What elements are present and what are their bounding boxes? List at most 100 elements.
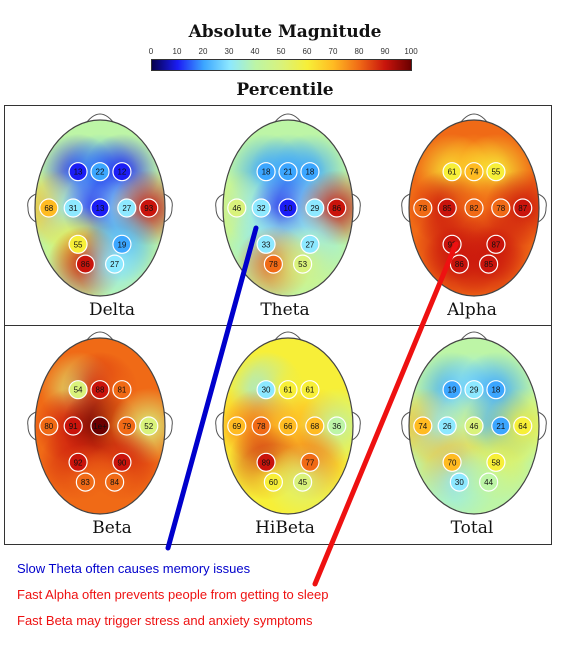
brain-map-grid bbox=[4, 105, 552, 545]
electrode-marker bbox=[68, 452, 88, 472]
electrode-marker bbox=[491, 416, 511, 436]
electrode-value: 27 bbox=[122, 204, 131, 213]
head-map-delta: 13 22 12 68 31 13 27 93 55 19 86 27 bbox=[27, 113, 173, 297]
electrode-value: 52 bbox=[144, 422, 153, 431]
head-outline bbox=[34, 337, 166, 515]
electrode-value: 26 bbox=[443, 422, 452, 431]
electrode-value: 93 bbox=[144, 204, 153, 213]
electrode-value: 78 bbox=[418, 204, 427, 213]
electrode-value: 90 bbox=[117, 458, 126, 467]
electrode-value: 81 bbox=[117, 386, 126, 395]
electrode-value: 78 bbox=[496, 204, 505, 213]
electrode-value: 86 bbox=[332, 204, 341, 213]
electrode-value: 92 bbox=[74, 458, 83, 467]
electrode-value: 85 bbox=[484, 260, 493, 269]
electrode-marker bbox=[39, 198, 59, 218]
electrode-value: 53 bbox=[298, 260, 307, 269]
electrode-marker bbox=[105, 254, 125, 274]
head-map-hibeta: 30 61 61 69 78 66 68 36 89 77 60 45 bbox=[215, 331, 361, 515]
electrode-marker bbox=[112, 380, 132, 400]
map-label-beta: Beta bbox=[92, 518, 132, 538]
electrode-value: 74 bbox=[418, 422, 427, 431]
colorbar-tick-90: 90 bbox=[380, 47, 390, 56]
electrode-marker bbox=[39, 416, 59, 436]
map-label-hibeta: HiBeta bbox=[255, 518, 315, 538]
colorbar-tick-70: 70 bbox=[328, 47, 338, 56]
electrode-value: 69 bbox=[232, 422, 241, 431]
electrode-value: 27 bbox=[305, 240, 314, 249]
electrode-marker bbox=[464, 380, 484, 400]
electrode-value: 27 bbox=[110, 260, 119, 269]
electrode-marker bbox=[278, 162, 298, 182]
electrode-value: 12 bbox=[117, 168, 126, 177]
electrode-marker bbox=[117, 416, 137, 436]
electrode-marker bbox=[513, 198, 533, 218]
electrode-marker bbox=[256, 162, 276, 182]
electrode-value: 78 bbox=[269, 260, 278, 269]
right-ear bbox=[537, 193, 547, 223]
electrode-value: 32 bbox=[257, 204, 266, 213]
electrode-value: 44 bbox=[484, 478, 493, 487]
electrode-marker bbox=[486, 162, 506, 182]
colorbar-tick-100: 100 bbox=[404, 47, 418, 56]
electrode-value: 80 bbox=[44, 422, 53, 431]
electrode-value: 1e+ bbox=[93, 422, 107, 431]
electrode-marker bbox=[63, 416, 83, 436]
electrode-value: 19 bbox=[448, 386, 457, 395]
right-ear bbox=[537, 411, 547, 441]
electrode-marker bbox=[486, 380, 506, 400]
electrode-marker bbox=[112, 452, 132, 472]
electrode-marker bbox=[90, 198, 110, 218]
electrode-marker bbox=[278, 416, 298, 436]
head-map-beta: 54 88 81 80 91 1e+ 79 52 92 90 83 84 bbox=[27, 331, 173, 515]
electrode-marker bbox=[68, 162, 88, 182]
electrode-value: 77 bbox=[305, 458, 314, 467]
head-outline bbox=[222, 119, 354, 297]
electrode-marker bbox=[112, 162, 132, 182]
electrode-value: 78 bbox=[257, 422, 266, 431]
electrode-value: 21 bbox=[284, 168, 293, 177]
electrode-value: 13 bbox=[74, 168, 83, 177]
electrode-value: 30 bbox=[262, 386, 271, 395]
electrode-value: 64 bbox=[518, 422, 527, 431]
electrode-value: 91 bbox=[69, 422, 78, 431]
map-label-delta: Delta bbox=[88, 300, 136, 320]
electrode-marker bbox=[305, 198, 325, 218]
head-map-theta: 18 21 18 46 32 10 29 86 33 27 78 53 bbox=[215, 113, 361, 297]
colorbar-tick-80: 80 bbox=[354, 47, 364, 56]
electrode-marker bbox=[75, 254, 95, 274]
electrode-value: 79 bbox=[122, 422, 131, 431]
percentile-colorbar bbox=[151, 59, 412, 71]
electrode-marker bbox=[486, 234, 506, 254]
electrode-value: 55 bbox=[491, 168, 500, 177]
note-alpha: Fast Alpha often prevents people from ge… bbox=[17, 587, 329, 602]
electrode-marker bbox=[68, 380, 88, 400]
map-label-alpha: Alpha bbox=[447, 300, 497, 320]
electrode-marker bbox=[413, 198, 433, 218]
scale-subtitle: Percentile bbox=[236, 80, 334, 100]
note-theta: Slow Theta often causes memory issues bbox=[17, 561, 251, 576]
left-ear bbox=[215, 193, 225, 223]
electrode-value: 31 bbox=[69, 204, 78, 213]
electrode-marker bbox=[105, 472, 125, 492]
electrode-value: 74 bbox=[470, 168, 479, 177]
electrode-value: 89 bbox=[262, 458, 271, 467]
electrode-value: 36 bbox=[332, 422, 341, 431]
electrode-marker bbox=[263, 472, 283, 492]
electrode-marker bbox=[327, 198, 347, 218]
electrode-value: 58 bbox=[491, 458, 500, 467]
electrode-marker bbox=[293, 472, 313, 492]
electrode-marker bbox=[117, 198, 137, 218]
electrode-value: 86 bbox=[455, 260, 464, 269]
electrode-value: 85 bbox=[443, 204, 452, 213]
electrode-marker bbox=[293, 254, 313, 274]
colorbar-tick-40: 40 bbox=[250, 47, 260, 56]
right-ear bbox=[163, 193, 173, 223]
electrode-value: 93 bbox=[448, 240, 457, 249]
electrode-marker bbox=[90, 380, 110, 400]
right-ear bbox=[351, 193, 361, 223]
colorbar-tick-10: 10 bbox=[172, 47, 182, 56]
map-label-total: Total bbox=[450, 518, 494, 538]
electrode-value: 82 bbox=[470, 204, 479, 213]
